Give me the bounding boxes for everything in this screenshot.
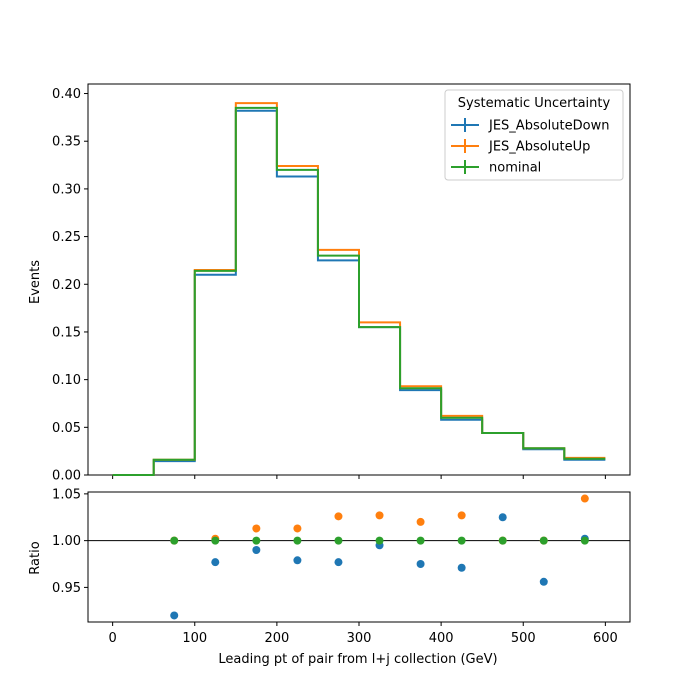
y-tick-label: 0.35 bbox=[52, 135, 81, 150]
ratio-point-jes-absolutedown bbox=[252, 545, 261, 554]
y-tick-label: 1.00 bbox=[52, 534, 81, 549]
x-tick-label: 100 bbox=[182, 631, 207, 646]
ratio-point-jes-absoluteup bbox=[457, 511, 466, 520]
ratio-point-jes-absolutedown bbox=[498, 513, 507, 522]
ratio-point-jes-absoluteup bbox=[375, 511, 384, 520]
ratio-point-nominal bbox=[170, 536, 179, 545]
legend-label: JES_AbsoluteUp bbox=[488, 140, 590, 155]
ratio-point-jes-absolutedown bbox=[457, 563, 466, 572]
y-tick-label: 1.05 bbox=[52, 487, 81, 502]
x-tick-label: 200 bbox=[264, 631, 289, 646]
x-tick-label: 400 bbox=[429, 631, 454, 646]
ratio-point-jes-absolutedown bbox=[416, 560, 425, 569]
y-tick-label: 0.95 bbox=[52, 581, 81, 596]
ratio-point-nominal bbox=[375, 536, 384, 545]
ratio-point-jes-absolutedown bbox=[539, 577, 548, 586]
ratio-point-nominal bbox=[211, 536, 220, 545]
ratio-frame bbox=[87, 491, 631, 623]
ratio-point-jes-absolutedown bbox=[293, 556, 302, 565]
y-tick-label: 0.30 bbox=[52, 182, 81, 197]
ratio-point-jes-absolutedown bbox=[334, 558, 343, 567]
ratio-point-jes-absolutedown bbox=[170, 611, 179, 620]
y-axis-label-events: Events bbox=[28, 260, 43, 304]
ratio-point-nominal bbox=[416, 536, 425, 545]
ratio-point-jes-absoluteup bbox=[252, 524, 261, 533]
y-tick-label: 0.20 bbox=[52, 278, 81, 293]
ratio-point-nominal bbox=[334, 536, 343, 545]
y-tick-label: 0.25 bbox=[52, 230, 81, 245]
ratio-point-nominal bbox=[580, 536, 589, 545]
ratio-point-jes-absoluteup bbox=[580, 494, 589, 503]
ratio-point-nominal bbox=[498, 536, 507, 545]
histogram-panel: 0.00 0.05 0.10 0.15 0.20 0.25 0.30 0.35 0.40 bbox=[52, 83, 631, 484]
ratio-point-jes-absoluteup bbox=[293, 524, 302, 533]
ratio-point-nominal bbox=[539, 536, 548, 545]
y-tick-label: 0.00 bbox=[52, 469, 81, 484]
legend-title: Systematic Uncertainty bbox=[458, 96, 611, 111]
y-tick-label: 0.05 bbox=[52, 421, 81, 436]
legend: Systematic Uncertainty JES_AbsoluteDown JE… bbox=[444, 89, 624, 181]
y-tick-label: 0.10 bbox=[52, 373, 81, 388]
ratio-point-nominal bbox=[252, 536, 261, 545]
x-tick-label: 0 bbox=[108, 631, 116, 646]
x-tick-label: 500 bbox=[511, 631, 536, 646]
x-tick-label: 600 bbox=[593, 631, 618, 646]
x-tick-label: 300 bbox=[347, 631, 372, 646]
legend-label: JES_AbsoluteDown bbox=[488, 119, 609, 134]
y-tick-label: 0.40 bbox=[52, 87, 81, 102]
y-tick-label: 0.15 bbox=[52, 325, 81, 340]
ratio-point-jes-absoluteup bbox=[334, 512, 343, 521]
series-line-nominal bbox=[112, 106, 606, 476]
ratio-point-nominal bbox=[293, 536, 302, 545]
ratio-point-jes-absolutedown bbox=[211, 558, 220, 567]
x-axis-label: Leading pt of pair from l+j collection (… bbox=[218, 652, 497, 667]
ratio-point-jes-absoluteup bbox=[416, 517, 425, 526]
ratio-point-nominal bbox=[457, 536, 466, 545]
legend-label: nominal bbox=[489, 161, 541, 176]
ratio-panel: 0.95 1.00 1.05 0 100 200 300 400 500 600 bbox=[52, 487, 631, 646]
y-axis-label-ratio: Ratio bbox=[28, 541, 43, 574]
legend-box bbox=[444, 89, 624, 181]
